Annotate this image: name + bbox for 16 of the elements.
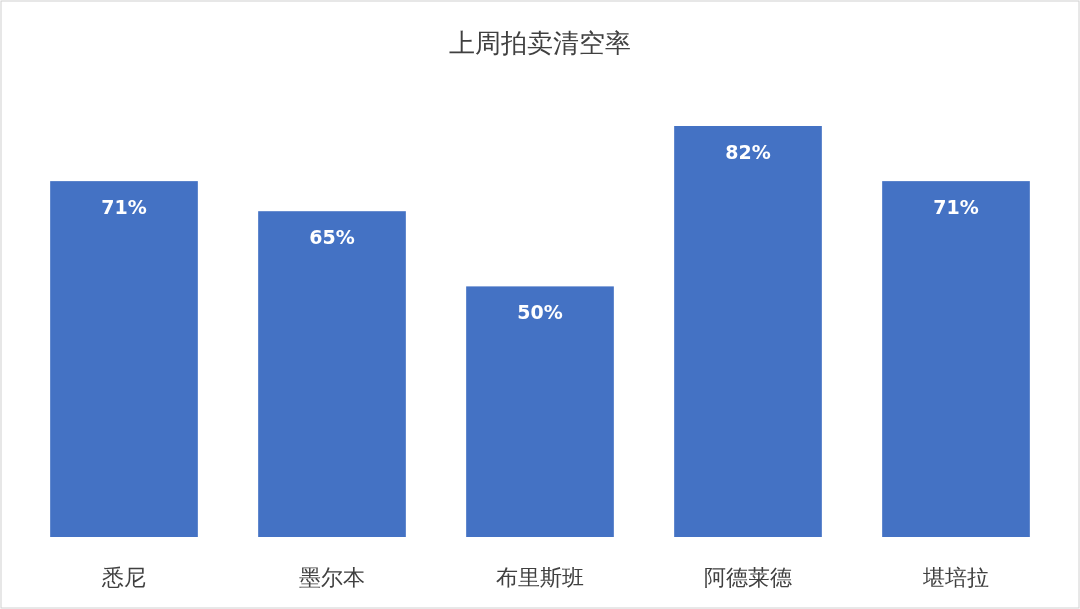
x-tick-label: 阿德莱德	[704, 565, 792, 590]
bar	[674, 126, 822, 537]
x-tick-label: 墨尔本	[299, 565, 365, 590]
data-label: 71%	[933, 196, 979, 219]
data-label: 65%	[309, 226, 355, 249]
bar	[466, 286, 614, 537]
x-tick-label: 悉尼	[101, 565, 146, 590]
bar	[882, 181, 1030, 537]
bar	[50, 181, 198, 537]
chart-title: 上周拍卖清空率	[449, 28, 631, 58]
x-tick-label: 堪培拉	[922, 565, 989, 590]
x-tick-label: 布里斯班	[496, 565, 584, 590]
data-label: 71%	[101, 196, 147, 219]
bar	[258, 211, 406, 537]
data-label: 82%	[725, 141, 771, 163]
data-label: 50%	[517, 301, 563, 324]
